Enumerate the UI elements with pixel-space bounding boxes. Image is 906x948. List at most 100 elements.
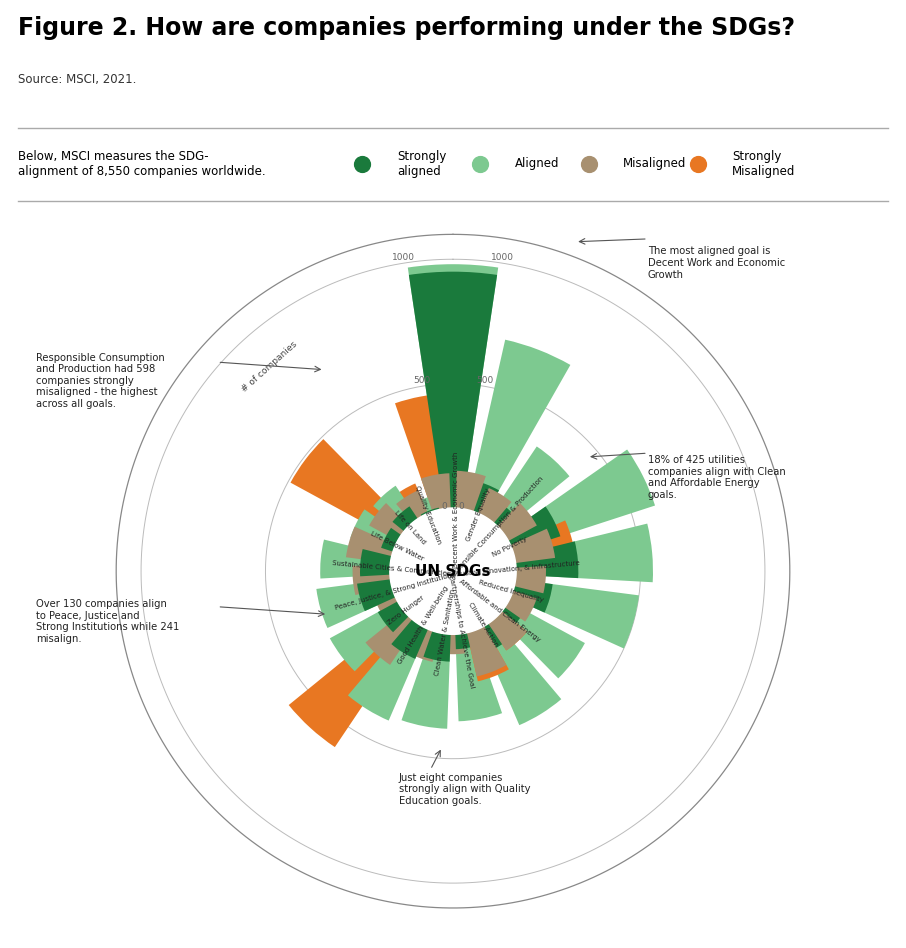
Bar xyxy=(488,611,527,650)
Text: Responsible Consumption
and Production had 598
companies strongly
misaligned - t: Responsible Consumption and Production h… xyxy=(36,353,165,409)
Bar xyxy=(456,471,486,512)
Text: Figure 2. How are companies performing under the SDGs?: Figure 2. How are companies performing u… xyxy=(18,16,795,40)
Bar xyxy=(440,633,466,654)
Bar xyxy=(478,619,562,725)
Bar xyxy=(511,579,553,612)
Text: 1000: 1000 xyxy=(392,252,415,262)
Bar xyxy=(488,611,527,650)
Bar xyxy=(373,485,418,531)
Text: 0: 0 xyxy=(458,502,465,512)
Bar xyxy=(456,630,478,649)
Bar xyxy=(478,619,510,652)
Bar xyxy=(467,481,499,517)
Bar xyxy=(352,566,391,595)
Bar xyxy=(515,523,653,582)
Bar xyxy=(391,619,428,659)
Bar xyxy=(396,490,428,523)
Bar xyxy=(488,447,570,531)
Polygon shape xyxy=(390,508,516,634)
Text: UN SDGs: UN SDGs xyxy=(415,564,491,578)
Text: Affordable and Clean Energy: Affordable and Clean Energy xyxy=(458,578,542,643)
Text: Aligned: Aligned xyxy=(515,157,559,170)
Point xyxy=(690,156,705,172)
Bar xyxy=(408,264,498,509)
Bar xyxy=(351,509,401,552)
Bar xyxy=(291,439,409,541)
Text: Clean Water & Sanitation: Clean Water & Sanitation xyxy=(434,588,456,676)
Text: The most aligned goal is
Decent Work and Economic
Growth: The most aligned goal is Decent Work and… xyxy=(648,246,785,280)
Bar xyxy=(442,633,464,647)
Text: Reduced Inequality: Reduced Inequality xyxy=(478,579,545,603)
Bar xyxy=(409,272,497,509)
Text: Industry, Innovation, & Infrastructure: Industry, Innovation, & Infrastructure xyxy=(449,559,580,577)
Text: 18% of 425 utilities
companies align with Clean
and Affordable Energy
goals.: 18% of 425 utilities companies align wit… xyxy=(648,455,786,500)
Bar xyxy=(346,527,395,563)
Bar xyxy=(330,601,409,671)
Bar xyxy=(407,626,439,662)
Bar xyxy=(467,626,506,677)
Bar xyxy=(289,611,418,747)
Bar xyxy=(348,619,428,720)
Text: Just eight companies
strongly align with Quality
Education goals.: Just eight companies strongly align with… xyxy=(399,773,530,806)
Text: Peace, Justice, & Strong Institutions: Peace, Justice, & Strong Institutions xyxy=(334,571,456,611)
Point xyxy=(355,156,370,172)
Text: 1000: 1000 xyxy=(491,252,514,262)
Text: Over 130 companies align
to Peace, Justice and
Strong Institutions while 241
mis: Over 130 companies align to Peace, Justi… xyxy=(36,599,179,644)
Text: Good Health & Well-being: Good Health & Well-being xyxy=(397,585,449,665)
Text: Below, MSCI measures the SDG-
alignment of 8,550 companies worldwide.: Below, MSCI measures the SDG- alignment … xyxy=(18,150,265,177)
Bar xyxy=(515,566,544,592)
Bar xyxy=(316,579,395,628)
Text: Quality Education: Quality Education xyxy=(414,485,442,545)
Bar xyxy=(365,566,391,592)
Bar xyxy=(505,591,536,622)
Point xyxy=(582,156,596,172)
Bar xyxy=(423,630,450,662)
Text: Gender Equality: Gender Equality xyxy=(465,488,491,542)
Bar xyxy=(361,533,395,563)
Text: Climate Action: Climate Action xyxy=(467,602,498,648)
Text: Source: MSCI, 2021.: Source: MSCI, 2021. xyxy=(18,73,137,86)
Text: Zero Hunger: Zero Hunger xyxy=(387,594,425,627)
Bar xyxy=(505,449,655,552)
Bar xyxy=(511,579,639,648)
Bar xyxy=(392,506,418,531)
Bar xyxy=(467,626,509,682)
Bar xyxy=(478,488,512,523)
Bar xyxy=(478,493,508,523)
Bar xyxy=(401,630,450,729)
Bar xyxy=(488,502,517,531)
Text: Responsible Consumption & Production: Responsible Consumption & Production xyxy=(448,475,545,581)
Text: Strongly
aligned: Strongly aligned xyxy=(397,150,446,177)
Text: # of companies: # of companies xyxy=(240,340,299,394)
Bar xyxy=(497,503,537,541)
Text: Partnerships to Achieve the Goal: Partnerships to Achieve the Goal xyxy=(448,575,475,688)
Bar xyxy=(515,566,546,593)
Bar xyxy=(505,591,532,619)
Bar xyxy=(365,611,418,665)
Bar xyxy=(395,393,450,512)
Bar xyxy=(414,495,439,517)
Text: 500: 500 xyxy=(476,376,493,385)
Bar xyxy=(369,503,409,541)
Bar xyxy=(421,473,450,512)
Bar xyxy=(467,339,571,517)
Text: No Poverty: No Poverty xyxy=(491,536,527,557)
Bar xyxy=(360,549,391,576)
Text: Decent Work & Economic Growth: Decent Work & Economic Growth xyxy=(453,452,459,568)
Bar xyxy=(497,508,530,541)
Bar xyxy=(420,507,439,517)
Bar xyxy=(456,630,502,721)
Text: Strongly
Misaligned: Strongly Misaligned xyxy=(732,150,795,177)
Text: Life Below Water: Life Below Water xyxy=(370,531,424,562)
Bar xyxy=(515,541,578,578)
Point xyxy=(473,156,487,172)
Bar xyxy=(456,478,484,512)
Text: 0: 0 xyxy=(441,502,448,512)
Bar xyxy=(511,520,575,563)
Bar xyxy=(378,601,409,632)
Bar xyxy=(374,591,401,619)
Bar xyxy=(497,601,585,679)
Bar xyxy=(391,483,428,523)
Bar xyxy=(511,529,555,563)
Bar xyxy=(381,528,401,552)
